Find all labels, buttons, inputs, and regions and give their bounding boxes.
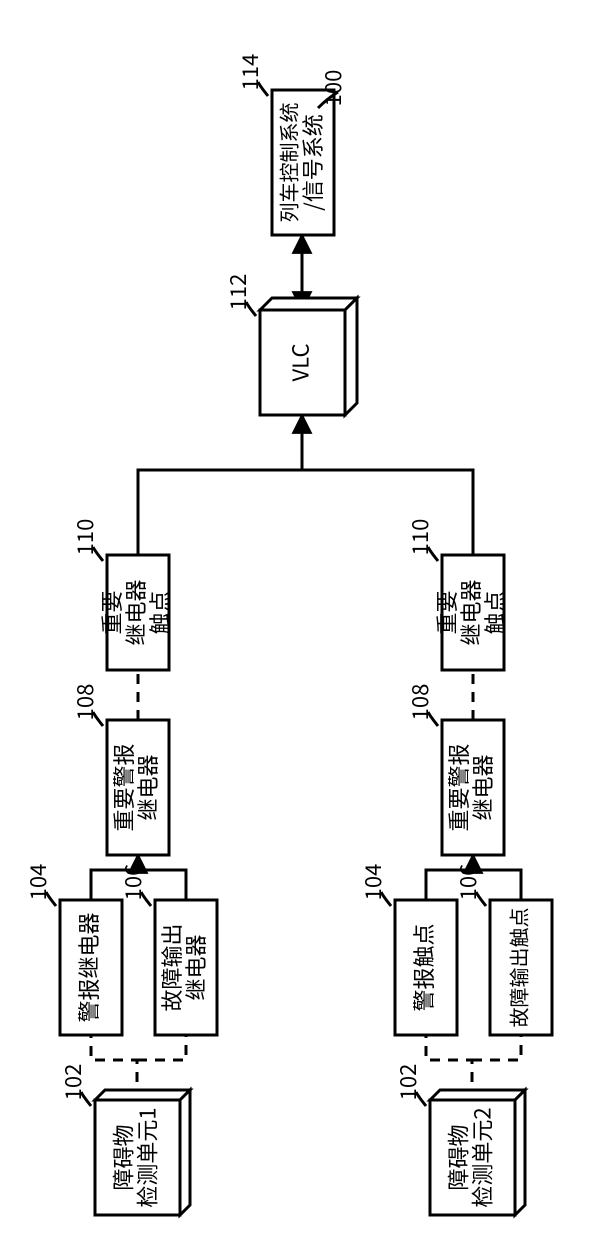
node-vlc: VLC112: [221, 274, 357, 415]
node-text: 故障输出触点: [503, 908, 532, 1028]
node-text: 继电器: [179, 934, 211, 1000]
node-alarm2: 警报触点104: [356, 864, 457, 1035]
node-cont2: 重要继电器触点110: [403, 519, 510, 670]
node-fault1: 故障输出继电器106: [116, 864, 217, 1035]
connector: [137, 1035, 186, 1060]
node-text: 检测单元2: [465, 1107, 497, 1207]
connector: [302, 470, 473, 555]
node-text: 警报触点: [407, 923, 439, 1011]
node-det2: 障碍物检测单元2102: [391, 1064, 525, 1215]
connector: [472, 1035, 521, 1060]
node-vital1: 重要警报继电器108: [68, 684, 169, 855]
node-fault2: 故障输出触点106: [451, 864, 552, 1035]
figure-label: 100: [316, 70, 348, 107]
node-text: /信号系统: [296, 114, 328, 211]
connector: [138, 415, 302, 555]
node-text: 继电器: [466, 754, 498, 820]
node-text: 警报继电器: [72, 912, 104, 1022]
node-cont1: 重要继电器触点110: [68, 519, 175, 670]
node-vital2: 重要警报继电器108: [403, 684, 504, 855]
node-text: 触点: [143, 590, 175, 634]
node-text: 触点: [478, 590, 510, 634]
node-alarm1: 警报继电器104: [21, 864, 122, 1035]
node-text: 检测单元1: [130, 1107, 162, 1207]
node-det1: 障碍物检测单元1102: [56, 1064, 190, 1215]
node-text: 继电器: [131, 754, 163, 820]
node-text: VLC: [283, 344, 315, 382]
